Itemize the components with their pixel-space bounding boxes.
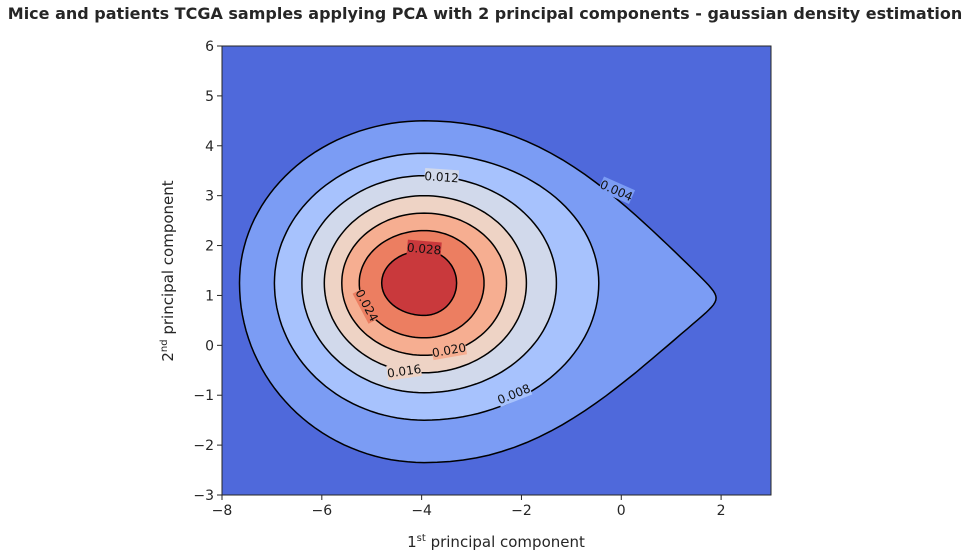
x-axis-label-superscript: st: [417, 533, 426, 544]
contour-label-gap: [386, 360, 422, 381]
y-tick-label: 2: [205, 239, 214, 255]
y-tick-label: 5: [205, 89, 214, 105]
y-axis-ticks: −3 −2 −1 0 1 2 3 4 5 6: [193, 39, 222, 504]
contour-label-0.028: 0.028: [406, 241, 441, 258]
x-tick-label: −6: [311, 503, 332, 519]
y-tick-label: 6: [205, 39, 214, 55]
y-axis-label-superscript: nd: [159, 339, 170, 352]
x-axis-label: 1st principal component: [407, 533, 585, 551]
y-tick-label: 3: [205, 189, 214, 205]
x-axis-label-prefix: 1: [407, 533, 417, 551]
contour-label-0.016: 0.016: [386, 362, 422, 381]
x-axis-label-text: principal component: [426, 533, 585, 551]
y-tick-label: −3: [193, 488, 214, 504]
contour-line-0.024: [358, 229, 485, 339]
plot-frame: [221, 45, 772, 496]
x-tick-label: −2: [511, 503, 532, 519]
contour-line-0.004: [238, 120, 717, 464]
contour-line-0.016: [323, 194, 528, 374]
contour-label-gap: [495, 380, 533, 408]
y-axis-label-prefix: 2: [159, 352, 177, 362]
contour-fill-0.028: [381, 250, 457, 316]
y-axis-label: 2nd principal component: [159, 180, 177, 361]
contour-label-0.012: 0.012: [424, 169, 459, 185]
contour-line-0.012: [301, 174, 558, 394]
y-tick-label: 4: [205, 139, 214, 155]
chart-title: Mice and patients TCGA samples applying …: [8, 4, 962, 23]
y-axis-label-text: principal component: [159, 180, 177, 339]
contour-label-gap: [430, 339, 468, 361]
x-tick-label: −4: [411, 503, 432, 519]
x-axis-ticks: −8 −6 −4 −2 0 2: [212, 495, 726, 519]
contour-label-gap: [406, 239, 442, 258]
contour-label-gap: [352, 286, 382, 324]
contour-label-0.020: 0.020: [431, 340, 467, 360]
x-tick-label: −8: [212, 503, 233, 519]
y-tick-label: −2: [193, 438, 214, 454]
y-tick-label: 0: [205, 338, 214, 354]
x-tick-label: 0: [617, 503, 626, 519]
y-tick-label: −1: [193, 388, 214, 404]
y-tick-label: 1: [205, 288, 214, 304]
contour-label-gap: [424, 168, 460, 186]
contour-label-gap: [597, 176, 636, 204]
x-tick-label: 2: [717, 503, 726, 519]
